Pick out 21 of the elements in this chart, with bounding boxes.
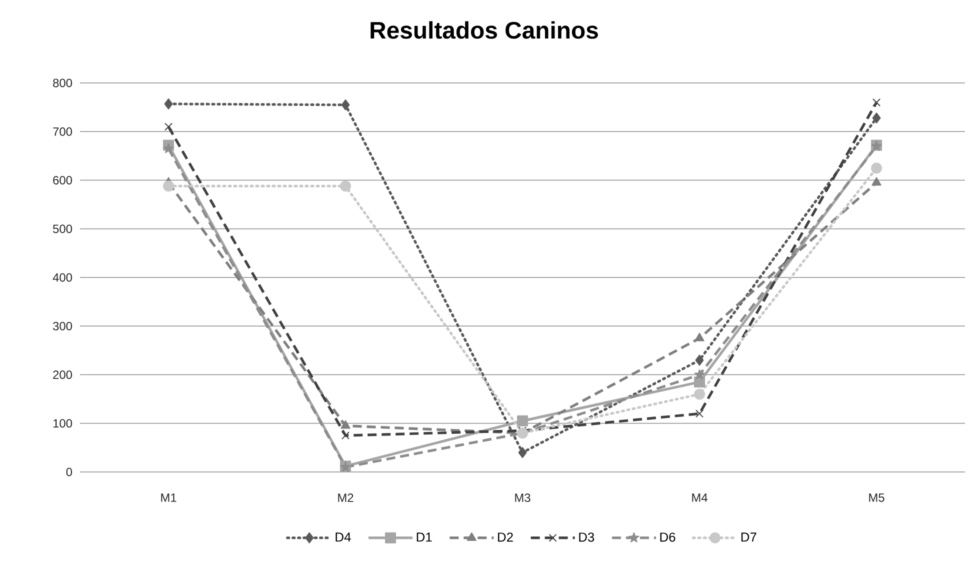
x-tick-label: M5: [869, 494, 884, 502]
y-tick-label: 200: [53, 370, 72, 379]
x-tick-label: M3: [515, 494, 530, 502]
chart-title: Resultados Caninos: [370, 21, 598, 39]
y-tick-label: 400: [52, 273, 72, 282]
legend-label: D6: [660, 532, 676, 542]
legend-label: D1: [416, 532, 432, 542]
x-tick-label: M2: [338, 494, 354, 502]
y-tick-label: 300: [52, 322, 72, 330]
legend-label: D2: [498, 532, 513, 542]
y-tick-label: 0: [66, 468, 72, 476]
y-tick-label: 800: [53, 78, 72, 88]
legend-label: D7: [741, 532, 756, 542]
y-tick-label: 700: [53, 127, 72, 136]
y-tick-label: 600: [53, 176, 72, 184]
legend-label: D3: [579, 532, 594, 542]
x-tick-label: M1: [161, 494, 176, 502]
x-tick-label: M4: [692, 494, 708, 502]
legend-label: D4: [336, 532, 351, 542]
y-tick-label: 500: [53, 224, 72, 234]
y-tick-label: 100: [53, 419, 72, 428]
